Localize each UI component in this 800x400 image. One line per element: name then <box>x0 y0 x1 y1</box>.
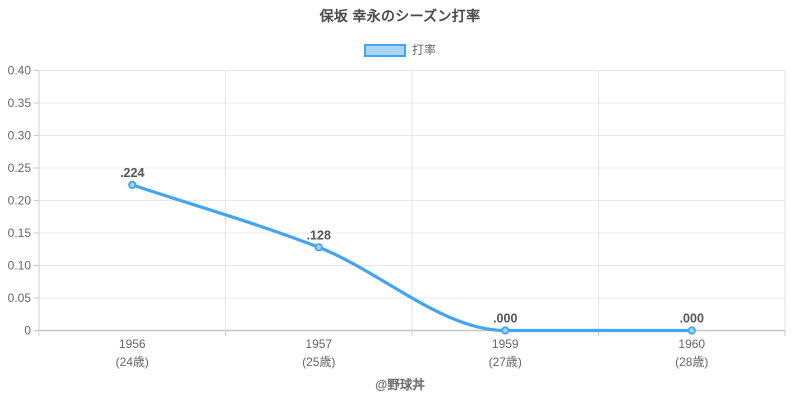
data-point-label: .000 <box>680 312 704 326</box>
credit-text: @野球丼 <box>375 378 425 392</box>
y-tick-label: 0.20 <box>8 194 32 208</box>
x-tick-label-age: (27歳) <box>489 355 522 369</box>
y-tick-label: 0.40 <box>8 64 32 78</box>
x-tick-label-age: (28歳) <box>675 355 708 369</box>
legend[interactable]: 打率 <box>0 44 800 57</box>
x-tick-label-year: 1957 <box>305 337 332 351</box>
data-point[interactable] <box>128 180 137 189</box>
chart-title: 保坂 幸永のシーズン打率 <box>319 8 481 24</box>
legend-label: 打率 <box>411 43 436 57</box>
data-point-label: .128 <box>307 228 331 242</box>
data-point[interactable] <box>314 243 323 252</box>
y-tick-label: 0.25 <box>8 161 32 175</box>
y-tick-label: 0.05 <box>8 291 32 305</box>
series-line <box>130 183 694 333</box>
y-tick-label: 0.15 <box>8 226 32 240</box>
data-point[interactable] <box>501 326 510 335</box>
x-tick-label-year: 1959 <box>492 337 519 351</box>
x-tick-label-year: 1960 <box>678 337 705 351</box>
legend-swatch <box>363 44 406 57</box>
y-tick-label: 0 <box>24 324 31 338</box>
x-tick-label-age: (25歳) <box>302 355 335 369</box>
data-point-label: .000 <box>493 312 517 326</box>
x-tick-label-age: (24歳) <box>116 355 149 369</box>
data-point-label: .224 <box>120 166 144 180</box>
y-tick-label: 0.35 <box>8 96 32 110</box>
data-point[interactable] <box>687 326 696 335</box>
y-tick-label: 0.30 <box>8 129 32 143</box>
y-tick-label: 0.10 <box>8 259 32 273</box>
x-tick-label-year: 1956 <box>119 337 146 351</box>
